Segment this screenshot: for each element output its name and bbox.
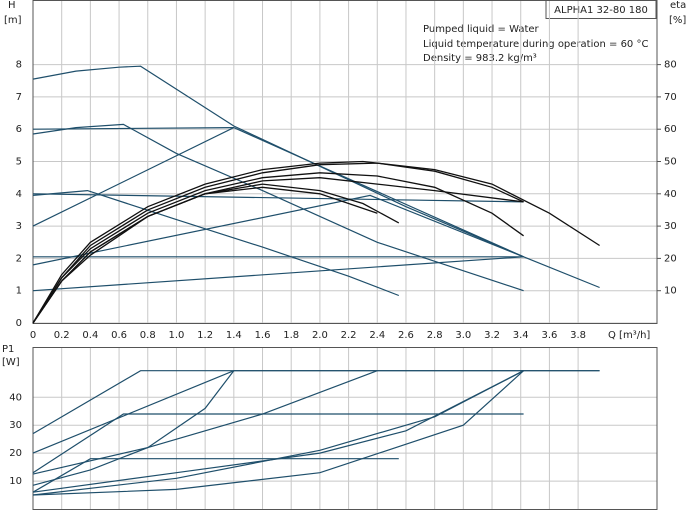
y-tick-label: 20 <box>9 448 22 459</box>
x-tick-label: 2.2 <box>341 330 357 341</box>
x-tick-label: 0 <box>30 330 36 341</box>
y2-tick-label: 40 <box>664 189 677 200</box>
y2-label: [%] <box>669 15 686 26</box>
plot-frame <box>32 347 658 510</box>
chart-title: ALPHA1 32-80 180 <box>554 5 648 16</box>
x-tick-label: 3.4 <box>513 330 529 341</box>
x-tick-label: 2.6 <box>398 330 414 341</box>
x-tick-label: 0.6 <box>111 330 127 341</box>
annotation: Liquid temperature during operation = 60… <box>423 39 648 50</box>
curve <box>32 65 600 289</box>
y2-tick-label: 10 <box>664 286 677 297</box>
x-tick-label: 0.2 <box>54 330 70 341</box>
y-tick-label: 7 <box>16 92 22 103</box>
x-tick-label: 3.0 <box>455 330 471 341</box>
y-tick-label: 40 <box>9 392 22 403</box>
y2-label: eta <box>670 0 686 11</box>
curve <box>32 194 524 266</box>
curve <box>32 172 524 324</box>
y-tick-label: 30 <box>9 420 22 431</box>
x-tick-label: 2.4 <box>369 330 385 341</box>
curve <box>32 123 524 292</box>
x-tick-label: 0.4 <box>82 330 98 341</box>
y-label: H <box>8 0 16 11</box>
y2-tick-label: 80 <box>664 60 677 71</box>
y2-tick-label: 20 <box>664 253 677 264</box>
y-tick-label: 0 <box>16 318 22 329</box>
curve <box>32 162 524 324</box>
y-tick-label: 3 <box>16 221 22 232</box>
y2-tick-label: 30 <box>664 221 677 232</box>
y-tick-label: 6 <box>16 124 22 135</box>
x-tick-label: 3.6 <box>541 330 557 341</box>
x-tick-label: 3.8 <box>570 330 586 341</box>
y-tick-label: 2 <box>16 253 22 264</box>
curve <box>32 370 235 486</box>
annotation: Pumped liquid = Water <box>423 24 540 35</box>
x-tick-label: 1.6 <box>255 330 271 341</box>
x-tick-label: 1.0 <box>168 330 184 341</box>
x-tick-label: 2.0 <box>312 330 328 341</box>
y-tick-label: 5 <box>16 157 22 168</box>
curve <box>32 127 234 130</box>
curve <box>32 370 524 493</box>
y-label: [W] <box>2 357 20 368</box>
y-tick-label: 10 <box>9 476 22 487</box>
curve <box>32 370 525 496</box>
y-tick-label: 4 <box>16 189 22 200</box>
y-tick-label: 8 <box>16 60 22 71</box>
y-tick-label: 1 <box>16 286 22 297</box>
annotation: Density = 983.2 kg/m³ <box>423 53 537 64</box>
y2-tick-label: 60 <box>664 124 677 135</box>
curve <box>32 256 524 292</box>
x-tick-label: 1.4 <box>226 330 242 341</box>
curve <box>32 193 524 203</box>
x-tick-label: 1.2 <box>197 330 213 341</box>
y2-tick-label: 70 <box>664 92 677 103</box>
curve <box>32 370 524 496</box>
x-tick-label: 0.8 <box>140 330 156 341</box>
curve <box>32 370 378 475</box>
curve <box>32 458 399 493</box>
curve <box>32 160 600 324</box>
x-tick-label: 2.8 <box>427 330 443 341</box>
y2-tick-label: 50 <box>664 157 677 168</box>
y-label: P1 <box>2 344 14 355</box>
x-tick-label: 3.2 <box>484 330 500 341</box>
curve <box>32 370 600 435</box>
curve <box>32 413 524 474</box>
x-tick-label: 1.8 <box>283 330 299 341</box>
plot-frame <box>32 0 658 324</box>
x-label: Q [m³/h] <box>608 330 650 341</box>
curve <box>32 189 400 297</box>
y-label: [m] <box>4 15 22 26</box>
curve <box>32 177 524 324</box>
curve <box>32 370 600 454</box>
